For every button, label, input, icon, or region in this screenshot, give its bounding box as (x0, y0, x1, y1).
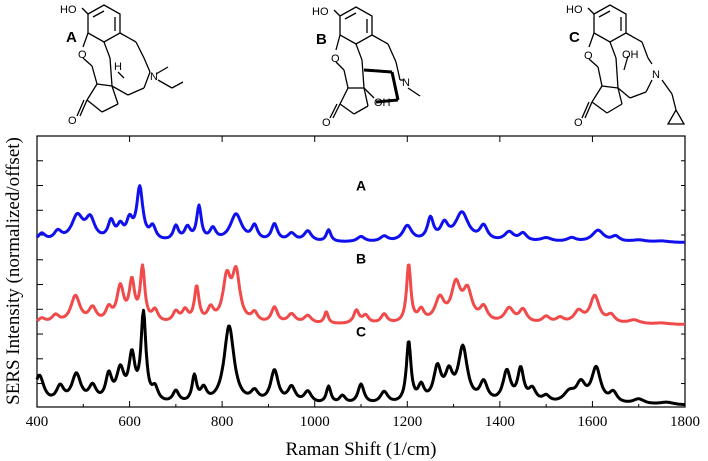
series-line-b (36, 263, 686, 326)
x-tick-label-1000: 1000 (300, 414, 330, 430)
molecule-a-nitrogen: N (150, 71, 158, 83)
x-tick-label-600: 600 (118, 414, 141, 430)
molecule-c-tertiary-hydroxyl: OH (622, 49, 639, 61)
molecule-a-ketone-oxygen: O (68, 115, 77, 127)
x-tick-label-800: 800 (211, 414, 234, 430)
molecule-a-ether-oxygen: O (78, 49, 87, 61)
molecule-c-nitrogen: N (652, 69, 660, 81)
series-line-c (35, 308, 686, 407)
x-tick-label-1400: 1400 (485, 414, 515, 430)
molecule-b-skeleton (329, 6, 421, 119)
molecule-c: HO O OH N O C (566, 4, 686, 129)
y-axis-ticks (37, 135, 685, 385)
x-tick-label-400: 400 (26, 414, 49, 430)
molecule-c-ketone-oxygen: O (574, 117, 583, 129)
series-label-b: B (356, 251, 366, 267)
molecule-c-skeleton (581, 4, 686, 125)
molecule-b-tertiary-hydroxyl: OH (374, 97, 391, 109)
molecule-b-ketone-oxygen: O (322, 117, 331, 129)
series-label-c: C (356, 324, 366, 340)
molecule-b: HO O N OH O B (312, 6, 421, 129)
series-label-a: A (356, 178, 366, 194)
molecule-b-ether-oxygen: O (331, 53, 340, 65)
molecule-c-label: C (569, 29, 580, 46)
x-axis-title: Raman Shift (1/cm) (286, 439, 437, 460)
molecule-b-bold-bridge (363, 68, 400, 104)
molecule-b-hydroxyl: HO (312, 6, 329, 18)
series-lines (35, 184, 686, 407)
molecule-a-hydrogen: H (114, 61, 122, 73)
molecule-b-label: B (316, 31, 327, 48)
x-tick-label-1800: 1800 (670, 414, 700, 430)
x-axis-ticks (36, 136, 686, 407)
molecule-c-hydroxyl: HO (566, 4, 583, 16)
molecule-c-ether-oxygen: O (584, 50, 593, 62)
series-labels: A B C (356, 178, 366, 340)
molecule-a-hydroxyl: HO (60, 4, 77, 16)
molecule-a-label: A (66, 29, 77, 46)
x-tick-label-1200: 1200 (392, 414, 422, 430)
molecule-a: HO O H N O A (60, 4, 184, 127)
spectrum-chart: 400 600 800 1000 1200 1400 1600 1800 A B C Raman … (3, 135, 700, 460)
molecule-b-nitrogen: N (402, 77, 410, 89)
series-line-a (35, 184, 686, 244)
molecule-a-skeleton (76, 4, 184, 117)
x-tick-label-1600: 1600 (577, 414, 607, 430)
y-axis-title: SERS Intensity (normalized/offset) (3, 137, 24, 405)
x-axis-tick-labels: 400 600 800 1000 1200 1400 1600 1800 (26, 414, 700, 430)
